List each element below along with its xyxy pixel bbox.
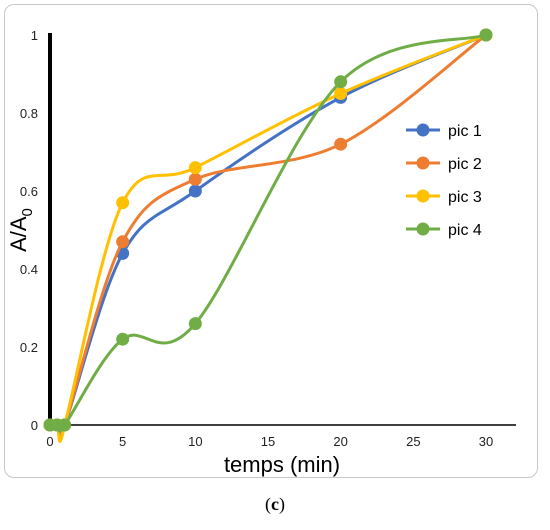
data-point <box>58 418 72 432</box>
data-point <box>188 317 202 331</box>
series-line <box>49 33 487 443</box>
legend-label: pic 2 <box>448 156 482 173</box>
legend-label: pic 3 <box>448 189 482 206</box>
figure-caption: (c) <box>0 494 550 515</box>
y-tick-label: 0.2 <box>20 340 38 355</box>
x-tick-label: 30 <box>479 434 493 449</box>
data-point <box>116 235 130 249</box>
legend-label: pic 4 <box>448 222 482 239</box>
data-point <box>479 28 493 42</box>
caption-letter: c <box>271 494 279 514</box>
x-tick-label: 5 <box>119 434 126 449</box>
legend-item: pic 4 <box>406 222 482 239</box>
x-tick-label: 25 <box>406 434 420 449</box>
series-line <box>49 33 487 441</box>
legend-swatch-marker <box>416 189 430 203</box>
x-tick-label: 10 <box>188 434 202 449</box>
data-point <box>334 137 348 151</box>
legend-swatch-marker <box>416 156 430 170</box>
legend-swatch-marker <box>416 123 430 137</box>
legend-item: pic 3 <box>406 189 482 206</box>
data-point <box>188 161 202 175</box>
y-tick-label: 0 <box>31 418 38 433</box>
data-point <box>188 184 202 198</box>
series-pic-4 <box>43 28 493 433</box>
series-line <box>49 33 487 440</box>
legend-label: pic 1 <box>448 123 482 140</box>
legend-swatch-marker <box>416 222 430 236</box>
caption-open: ( <box>265 494 271 514</box>
data-point <box>334 75 348 89</box>
legend-item: pic 2 <box>406 156 482 173</box>
data-point <box>116 332 130 346</box>
x-tick-label: 15 <box>261 434 275 449</box>
chart-frame <box>4 4 538 478</box>
y-tick-label: 1 <box>31 28 38 43</box>
data-point <box>116 196 130 210</box>
y-axis-title: A/A0 <box>6 208 36 252</box>
y-tick-label: 0.6 <box>20 184 38 199</box>
legend-item: pic 1 <box>406 123 482 140</box>
x-tick-label: 0 <box>46 434 53 449</box>
x-axis-title: temps (min) <box>224 452 340 477</box>
data-point <box>334 87 348 100</box>
y-tick-label: 0.8 <box>20 106 38 121</box>
caption-close: ) <box>279 494 285 514</box>
y-tick-label: 0.4 <box>20 262 38 277</box>
data-point <box>188 172 202 186</box>
x-tick-label: 20 <box>333 434 347 449</box>
